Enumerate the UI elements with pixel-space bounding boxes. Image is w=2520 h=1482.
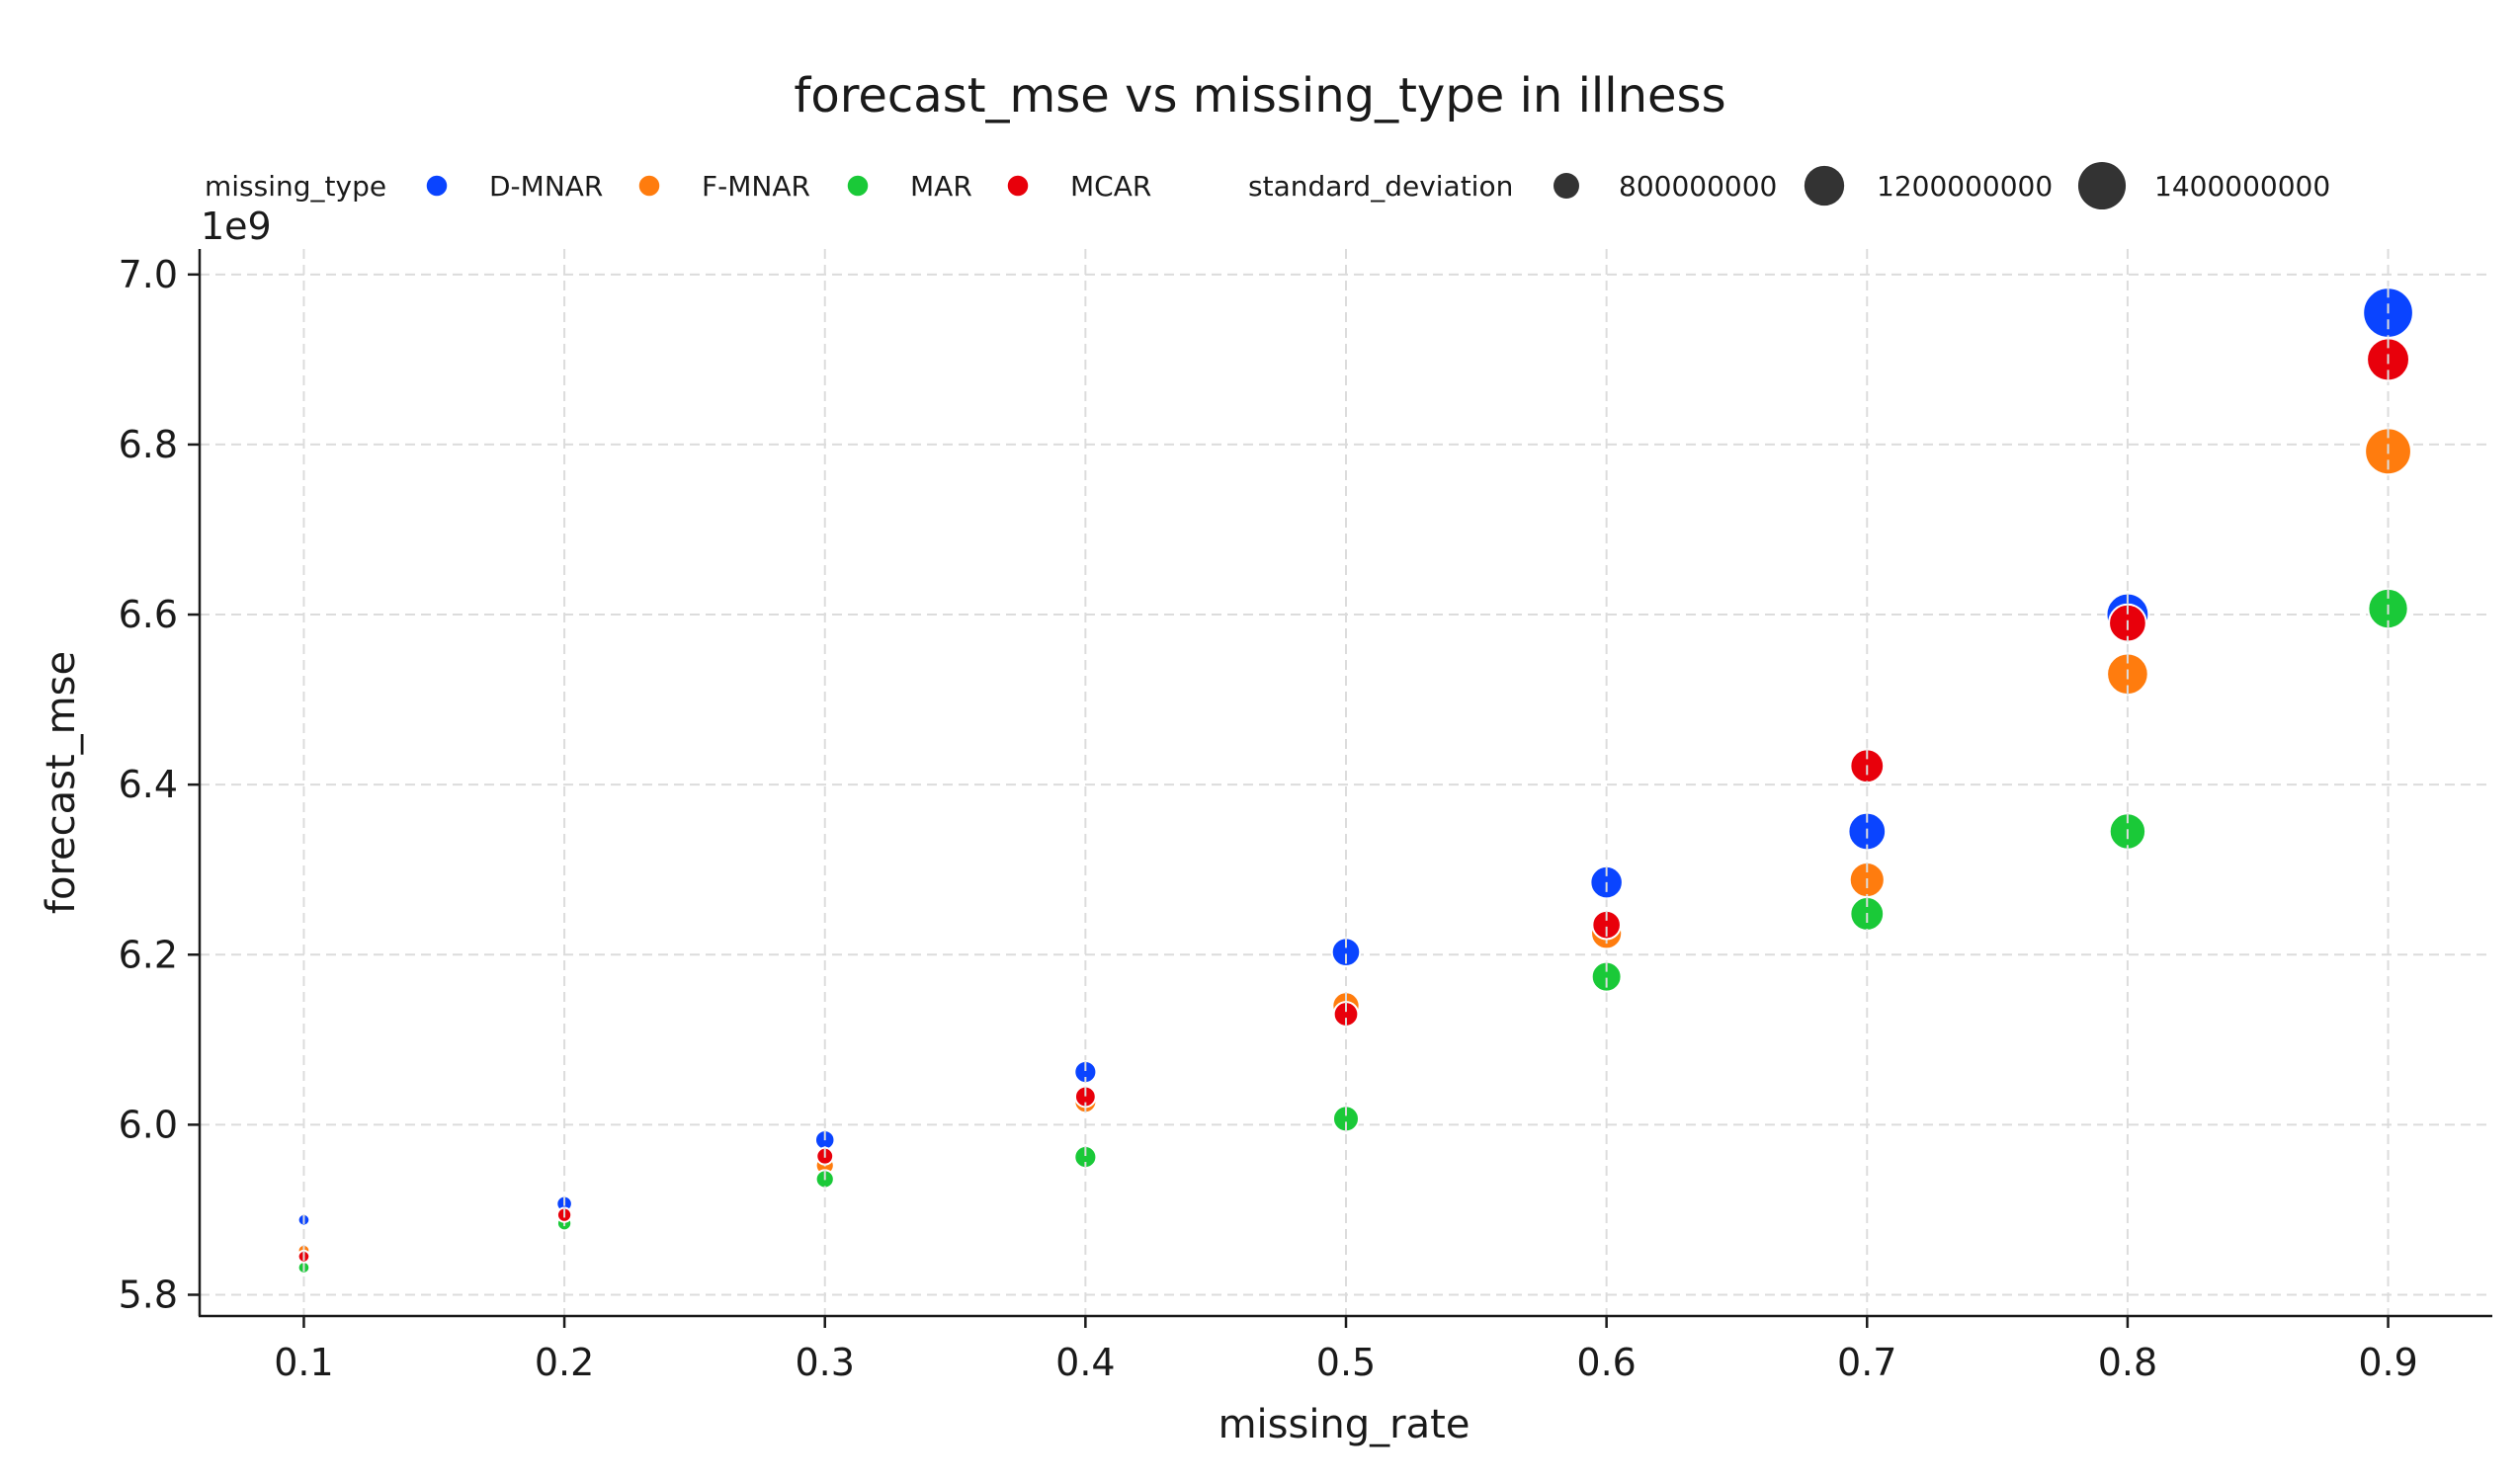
x-tick-label: 0.7	[1837, 1341, 1896, 1384]
legend-size-marker	[1804, 165, 1845, 206]
x-axis-label: missing_rate	[1218, 1402, 1470, 1447]
legend-marker-d-mnar	[425, 174, 449, 198]
legend-size-marker	[2077, 161, 2127, 210]
x-tick-label: 0.2	[535, 1341, 594, 1384]
legend-marker-f-mnar	[637, 174, 661, 198]
y-tick-label: 6.4	[119, 763, 178, 806]
legend: missing_type D-MNAR F-MNAR MAR MCAR standard_…	[205, 161, 2330, 210]
x-tick-label: 0.6	[1576, 1341, 1636, 1384]
x-ticks: 0.1 0.2 0.3 0.4 0.5 0.6 0.7 0.8 0.9	[274, 1316, 2418, 1384]
legend-size-marker	[1554, 173, 1579, 199]
legend-label-f-mnar: F-MNAR	[702, 170, 810, 203]
x-tick-label: 0.5	[1316, 1341, 1376, 1384]
legend-label-d-mnar: D-MNAR	[489, 170, 603, 203]
y-tick-label: 6.2	[119, 933, 178, 976]
x-tick-label: 0.4	[1055, 1341, 1115, 1384]
y-ticks: 5.8 6.0 6.2 6.4 6.6 6.8 7.0	[119, 253, 200, 1316]
y-tick-label: 6.8	[119, 423, 178, 466]
legend-size-label: 1400000000	[2154, 170, 2330, 203]
legend-size-label: 1200000000	[1877, 170, 2053, 203]
x-tick-label: 0.1	[274, 1341, 333, 1384]
y-tick-label: 6.0	[119, 1103, 178, 1146]
legend-size-label: 800000000	[1619, 170, 1777, 203]
legend-label-mcar: MCAR	[1070, 170, 1151, 203]
x-tick-label: 0.8	[2098, 1341, 2157, 1384]
legend-label-mar: MAR	[910, 170, 972, 203]
y-offset-label: 1e9	[201, 205, 272, 248]
y-axis-label: forecast_mse	[39, 651, 84, 914]
legend-size-title: standard_deviation	[1248, 170, 1513, 203]
y-tick-label: 6.6	[119, 593, 178, 636]
data-points	[296, 287, 2414, 1275]
x-tick-label: 0.3	[796, 1341, 855, 1384]
chart-title: forecast_mse vs missing_type in illness	[794, 68, 1725, 124]
y-tick-label: 7.0	[119, 253, 178, 296]
grid	[200, 249, 2492, 1316]
legend-marker-mar	[846, 174, 870, 198]
x-tick-label: 0.9	[2358, 1341, 2417, 1384]
y-tick-label: 5.8	[119, 1273, 178, 1316]
legend-marker-mcar	[1006, 174, 1030, 198]
legend-hue-title: missing_type	[205, 170, 386, 203]
